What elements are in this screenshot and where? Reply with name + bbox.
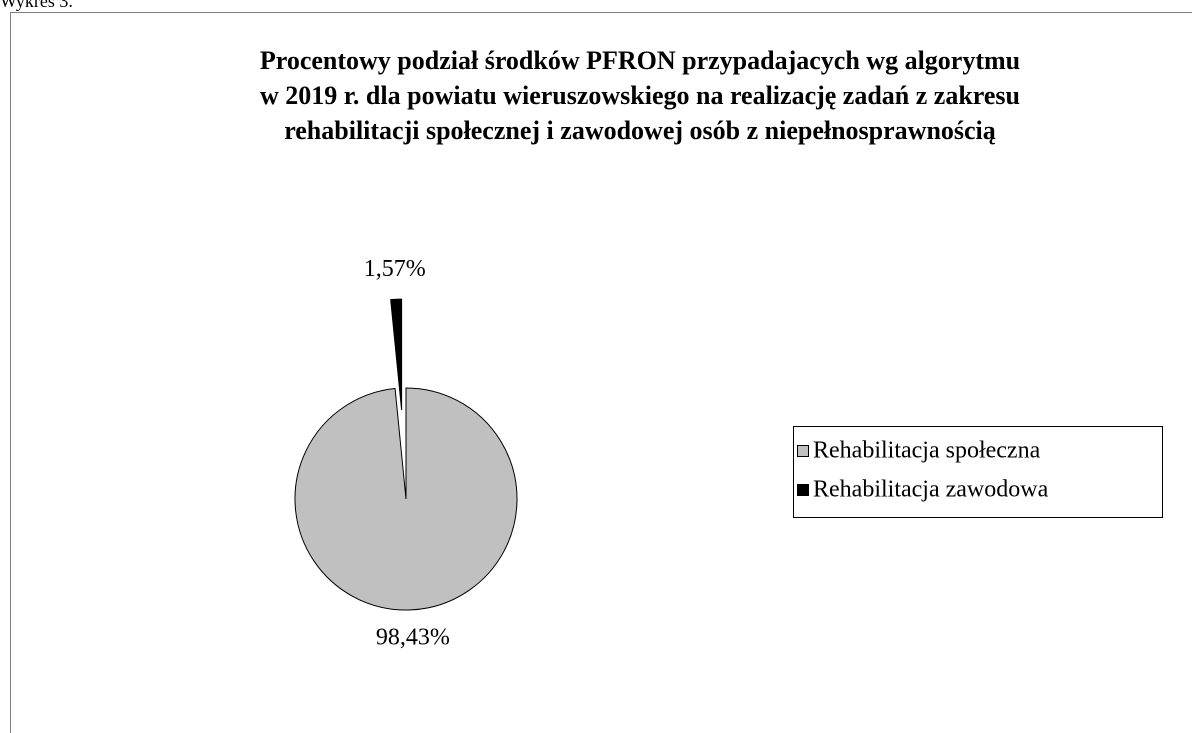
pie-slice	[294, 387, 518, 611]
legend-label: Rehabilitacja społeczna	[813, 438, 1041, 464]
chart-frame	[10, 12, 1192, 733]
data-label: 98,43%	[376, 624, 450, 650]
pie-slice	[390, 298, 403, 411]
chart-title: Procentowy podział środków PFRON przypad…	[260, 46, 1020, 75]
chart-title: w 2019 r. dla powiatu wieruszowskiego na…	[260, 81, 1020, 110]
legend-swatch	[797, 445, 809, 457]
legend-label: Rehabilitacja zawodowa	[813, 477, 1049, 503]
legend-swatch	[797, 484, 809, 496]
chart-title: rehabilitacji społecznej i zawodowej osó…	[284, 116, 996, 145]
data-label: 1,57%	[364, 256, 426, 282]
caption: Wykres 3.	[0, 0, 73, 11]
legend-box	[793, 426, 1163, 518]
